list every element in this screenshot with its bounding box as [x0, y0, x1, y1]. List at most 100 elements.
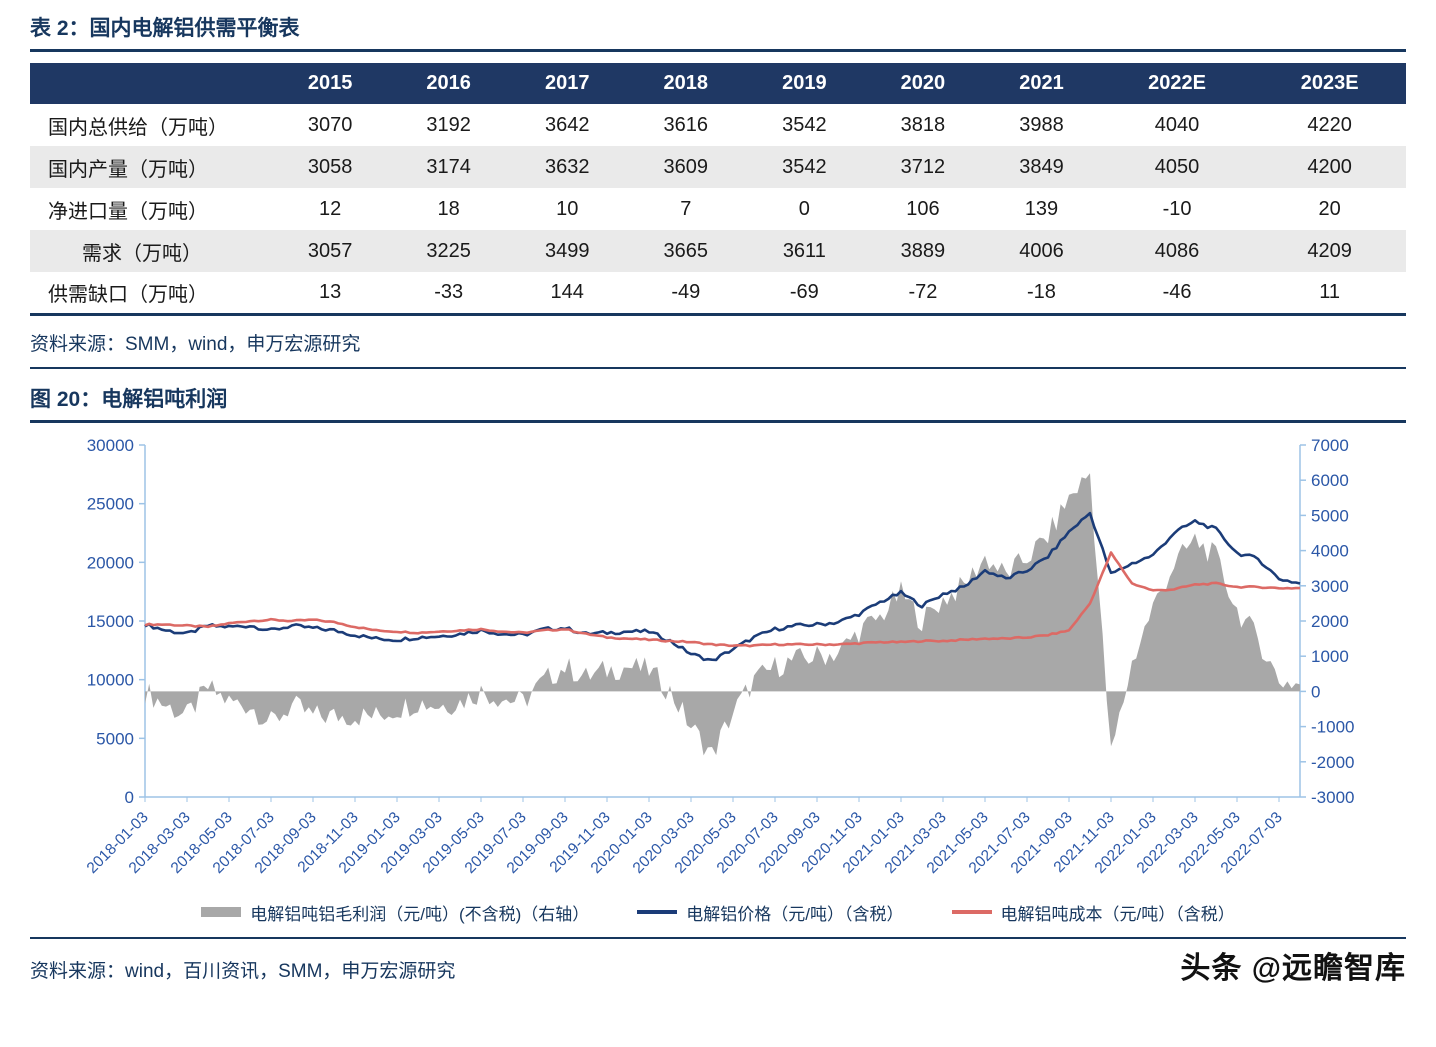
cell-value: -10: [1162, 197, 1192, 220]
figure-title-block: 图 20：电解铝吨利润: [30, 383, 1406, 423]
table-source: 资料来源：SMM，wind，申万宏源研究: [30, 333, 361, 355]
figure-title: 图 20：电解铝吨利润: [30, 387, 228, 411]
table-body: 国内总供给（万吨） 3070 3192 3642 3616 3542 3818 3988 404…: [30, 104, 1406, 314]
cell-value: 3616: [663, 113, 709, 136]
chart-svg: 3000025000200001500010000500007000600050…: [84, 436, 1355, 877]
cell-value: 18: [437, 197, 460, 220]
cell-value: -49: [671, 280, 701, 303]
left-axis-label: 15000: [87, 612, 134, 631]
table-row: 净进口量（万吨） 12 18 10 7 0 106 139 -10 20: [30, 188, 1406, 230]
table-row: 国内总供给（万吨） 3070 3192 3642 3616 3542 3818 3988 404…: [30, 104, 1406, 146]
year-header: 2020: [863, 63, 983, 104]
cell-value: 3889: [900, 239, 946, 262]
cell-value: 10: [556, 197, 579, 220]
cell-value: 3174: [426, 155, 471, 178]
cell-value: 3070: [307, 113, 353, 136]
row-label: 国内产量（万吨）: [48, 158, 208, 181]
footer-row: 资料来源：wind，百川资讯，SMM，申万宏源研究 头条 @远瞻智库: [30, 943, 1406, 994]
cell-value: 3225: [426, 239, 471, 262]
cell-value: 3849: [1019, 155, 1064, 178]
cell-value: -72: [908, 280, 938, 303]
cell-value: 3632: [544, 155, 590, 178]
cell-value: 7: [680, 197, 692, 220]
cell-value: 139: [1024, 197, 1059, 220]
table-row: 供需缺口（万吨） 13 -33 144 -49 -69 -72 -18 -46 11: [30, 272, 1406, 314]
left-axis-label: 30000: [87, 436, 134, 455]
left-axis-label: 20000: [87, 553, 134, 572]
cell-value: 4040: [1154, 113, 1200, 136]
year-header: 2023E: [1253, 63, 1406, 104]
row-label: 净进口量（万吨）: [48, 200, 208, 223]
right-axis-label: 0: [1311, 682, 1320, 701]
year-header: 2019: [745, 63, 864, 104]
year-header: 2022E: [1100, 63, 1254, 104]
legend-label: 电解铝价格（元/吨）（含税）: [686, 904, 904, 924]
legend-label: 电解铝吨成本（元/吨）（含税）: [1000, 904, 1235, 924]
cell-value: 3609: [663, 155, 709, 178]
right-axis-label: 2000: [1311, 612, 1349, 631]
row-label: 供需缺口（万吨）: [48, 283, 208, 306]
profit-chart: 30000 25000 20000 15000 10000 5000 0 7000 6000 50…: [30, 431, 1406, 898]
year-header: 2017: [507, 63, 627, 104]
chart-legend: 电解铝吨铝毛利润（元/吨）(不含税)（右轴） 电解铝价格（元/吨）（含税） 电解铝吨…: [30, 900, 1406, 925]
line-swatch-icon: [951, 910, 992, 914]
cell-value: 13: [318, 280, 342, 303]
year-header: 2018: [626, 63, 746, 104]
row-label: 国内总供给（万吨）: [48, 116, 228, 139]
table-row: 需求（万吨） 3057 3225 3499 3665 3611 3889 4006 4086 42…: [30, 230, 1406, 272]
year-header: 2021: [982, 63, 1101, 104]
legend-item: 电解铝吨成本（元/吨）（含税）: [951, 900, 1235, 925]
right-axis-label: -1000: [1311, 717, 1354, 736]
cell-value: 3058: [307, 155, 353, 178]
table-header-row: 2015 2016 2017 2018 2019 2020 2021 2022E 2023E: [30, 63, 1406, 104]
cell-value: 3542: [782, 113, 827, 136]
right-axis-label: 7000: [1311, 436, 1349, 455]
legend-item: 电解铝价格（元/吨）（含税）: [637, 900, 904, 925]
cell-value: 144: [550, 280, 584, 303]
cell-value: 3499: [544, 239, 590, 262]
cell-value: 3192: [426, 113, 471, 136]
left-axis-label: 0: [125, 788, 134, 807]
right-axis-label: -2000: [1311, 752, 1354, 771]
table-row: 国内产量（万吨） 3058 3174 3632 3609 3542 3712 3849 4050…: [30, 146, 1406, 188]
year-header: 2016: [389, 63, 508, 104]
cell-value: -33: [434, 280, 464, 303]
left-axis-label: 25000: [87, 494, 134, 513]
corner-header: [30, 63, 271, 104]
cell-value: 4086: [1154, 239, 1200, 262]
row-label: 需求（万吨）: [82, 242, 202, 265]
cell-value: -69: [789, 280, 819, 303]
cell-value: 3642: [544, 113, 590, 136]
cell-value: 3665: [663, 239, 709, 262]
cell-value: 20: [1318, 197, 1341, 220]
legend-label: 电解铝吨铝毛利润（元/吨）(不含税)（右轴）: [250, 904, 590, 924]
cell-value: -46: [1162, 280, 1192, 303]
cell-value: 0: [798, 197, 810, 220]
cell-value: 3988: [1019, 113, 1064, 136]
profit-area-series: [145, 472, 1300, 755]
price-line-series: [144, 511, 1301, 661]
right-axis-label: 3000: [1311, 576, 1349, 595]
table-title-block: 表 2：国内电解铝供需平衡表: [30, 12, 1406, 52]
table-title: 表 2：国内电解铝供需平衡表: [30, 17, 300, 40]
cell-value: 4006: [1019, 239, 1064, 262]
right-axis-label: 1000: [1311, 647, 1349, 666]
right-axis-label: 4000: [1311, 541, 1349, 560]
cell-value: 4050: [1154, 155, 1200, 178]
supply-demand-table: 2015 2016 2017 2018 2019 2020 2021 2022E 2023E 国…: [30, 63, 1406, 316]
legend-item: 电解铝吨铝毛利润（元/吨）(不含税)（右轴）: [201, 900, 589, 925]
cell-value: 3542: [782, 155, 827, 178]
right-axis-label: 6000: [1311, 471, 1349, 490]
cell-value: 11: [1319, 280, 1341, 303]
cost-line-series: [144, 550, 1300, 647]
left-axis-label: 10000: [87, 670, 134, 689]
cell-value: 4220: [1307, 113, 1352, 136]
line-swatch-icon: [637, 910, 678, 914]
cell-value: 12: [318, 197, 342, 220]
divider-bottom: [30, 936, 1406, 939]
right-axis-label: -3000: [1311, 788, 1354, 807]
cell-value: 3057: [307, 239, 353, 262]
cell-value: -18: [1027, 280, 1056, 303]
figure-source: 资料来源：wind，百川资讯，SMM，申万宏源研究: [30, 960, 456, 982]
